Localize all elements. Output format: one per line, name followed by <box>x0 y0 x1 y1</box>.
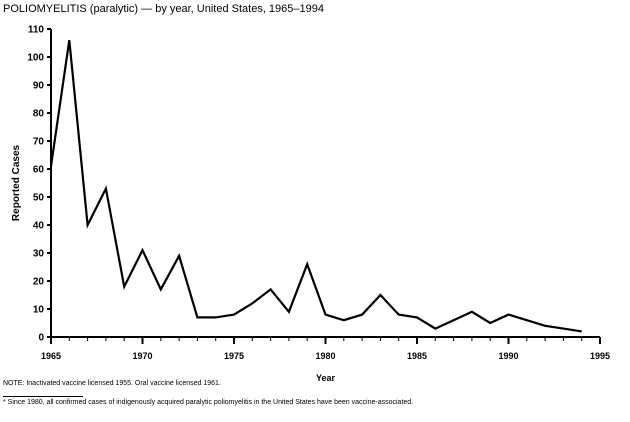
x-tick-label: 1965 <box>41 351 61 361</box>
y-tick-label: 50 <box>33 193 45 204</box>
x-tick-label: 1970 <box>132 351 152 361</box>
footnote-divider <box>3 396 83 397</box>
y-tick-label: 40 <box>33 221 45 232</box>
x-tick-label: 1985 <box>407 351 427 361</box>
y-tick-label: 20 <box>33 277 45 288</box>
y-tick-label: 0 <box>38 333 44 344</box>
chart-title: POLIOMYELITIS (paralytic) — by year, Uni… <box>3 3 324 15</box>
x-tick-label: 1980 <box>315 351 335 361</box>
y-tick-label: 90 <box>33 81 45 92</box>
y-tick-label: 100 <box>27 53 44 64</box>
x-tick-label: 1995 <box>590 351 610 361</box>
y-tick-label: 10 <box>33 305 45 316</box>
y-axis-label: Reported Cases <box>11 144 22 221</box>
chart-note: NOTE: Inactivated vaccine licensed 1955.… <box>3 380 221 387</box>
y-tick-label: 30 <box>33 249 45 260</box>
x-tick-label: 1975 <box>224 351 244 361</box>
series-line <box>49 40 582 333</box>
y-tick-label: 80 <box>33 109 45 120</box>
y-tick-label: 60 <box>33 165 45 176</box>
x-tick-label: 1990 <box>498 351 518 361</box>
x-axis-label: Year <box>316 373 336 383</box>
y-tick-label: 70 <box>33 137 45 148</box>
y-tick-label: 110 <box>28 25 45 36</box>
chart-footnote: * Since 1980, all confirmed cases of ind… <box>3 399 414 406</box>
